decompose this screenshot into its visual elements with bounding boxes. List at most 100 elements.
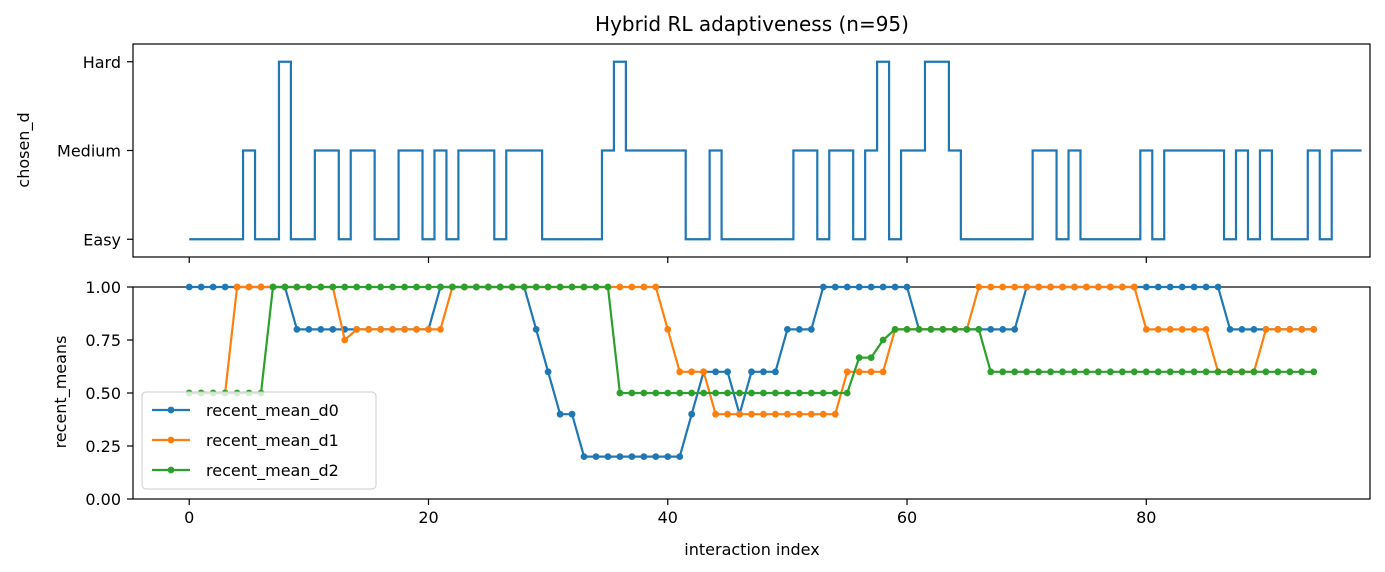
bottom-series-0-point	[221, 283, 229, 291]
bottom-series-2-point	[413, 283, 420, 291]
bottom-series-2-point	[783, 389, 791, 397]
bottom-series-2-point	[676, 389, 684, 397]
bottom-series-0-point	[831, 283, 839, 291]
legend-swatch-marker	[167, 436, 175, 444]
bottom-series-0-point	[1226, 326, 1234, 333]
bottom-series-0-point	[712, 368, 720, 376]
bottom-series-2-point	[329, 283, 337, 291]
bottom-xlabel: interaction index	[684, 540, 819, 559]
bottom-series-0-point	[987, 326, 995, 333]
bottom-series-1-point	[855, 368, 863, 376]
bottom-series-2-point	[688, 389, 696, 397]
bottom-series-2-point	[867, 354, 875, 361]
bottom-series-0-point	[568, 410, 576, 418]
bottom-series-1-point	[748, 410, 755, 418]
bottom-series-0-point	[1214, 283, 1222, 291]
bottom-series-2-point	[437, 283, 444, 291]
bottom-series-1-point	[760, 410, 767, 418]
bottom-series-2-point	[269, 283, 277, 291]
bottom-series-0-point	[891, 283, 899, 291]
bottom-series-1-point	[377, 326, 385, 333]
bottom-series-2-point	[460, 283, 468, 291]
bottom-series-1-point	[676, 368, 684, 376]
bottom-series-2-point	[819, 389, 827, 397]
bottom-series-2-point	[604, 283, 612, 291]
bottom-series-2-point	[736, 389, 743, 397]
bottom-ylabel: recent_means	[51, 336, 71, 449]
bottom-series-2-point	[712, 389, 720, 397]
bottom-series-1-point	[1202, 326, 1210, 333]
bottom-series-1-point	[1286, 326, 1294, 333]
bottom-series-1-point	[975, 283, 983, 291]
bottom-series-1-point	[1190, 326, 1198, 333]
bottom-series-2-point	[472, 283, 480, 291]
legend: recent_mean_d0 recent_mean_d1 recent_mean_…	[141, 391, 377, 490]
bottom-series-0-point	[1190, 283, 1198, 291]
legend-label: recent_mean_d2	[206, 461, 339, 481]
bottom-series-2-point	[1011, 368, 1019, 376]
top-y-tick-label: Hard	[83, 53, 121, 72]
bottom-series-2-point	[1214, 368, 1222, 376]
bottom-series-1-point	[1118, 283, 1126, 291]
bottom-series-2-point	[1274, 368, 1282, 376]
legend-swatch-marker	[167, 406, 175, 414]
top-series-line-0	[189, 60, 1362, 241]
bottom-series-1-point	[783, 410, 791, 418]
bottom-series-2-point	[1059, 368, 1066, 376]
bottom-series-2-point	[628, 389, 636, 397]
bottom-series-2-point	[484, 283, 492, 291]
bottom-series-2-point	[1166, 368, 1174, 376]
bottom-series-1-point	[353, 326, 361, 333]
bottom-series-2-point	[568, 283, 576, 291]
bottom-series-1-point	[245, 283, 253, 291]
bottom-series-2-point	[1142, 368, 1150, 376]
bottom-x-tick-label: 40	[658, 508, 678, 527]
bottom-series-1-point	[772, 410, 779, 418]
bottom-series-0-point	[604, 453, 612, 460]
bottom-series-1-point	[1023, 283, 1031, 291]
bottom-series-1-point	[999, 283, 1007, 291]
bottom-series-2-point	[365, 283, 373, 291]
bottom-series-2-point	[1118, 368, 1126, 376]
bottom-series-1-point	[688, 368, 696, 376]
top-y-tick-label: Medium	[57, 142, 121, 161]
bottom-series-2-point	[831, 389, 839, 397]
bottom-series-0-point	[532, 326, 540, 333]
bottom-series-2-point	[1310, 368, 1318, 376]
bottom-series-0-point	[1166, 283, 1174, 291]
bottom-series-2-point	[616, 389, 624, 397]
bottom-series-1-point	[1035, 283, 1043, 291]
bottom-series-2-point	[1023, 368, 1031, 376]
bottom-series-2-point	[1035, 368, 1043, 376]
bottom-x-tick-label: 80	[1136, 508, 1156, 527]
bottom-series-2-point	[353, 283, 361, 291]
bottom-series-0-point	[317, 326, 325, 333]
bottom-series-1-point	[1095, 283, 1102, 291]
bottom-series-1-point	[712, 410, 720, 418]
bottom-series-1-point	[843, 368, 851, 376]
bottom-series-2-point	[544, 283, 552, 291]
chart-title: Hybrid RL adaptiveness (n=95)	[595, 12, 909, 36]
bottom-series-1-point	[1262, 326, 1270, 333]
bottom-series-0-point	[748, 368, 755, 376]
bottom-series-1-point	[652, 283, 660, 291]
bottom-series-1-point	[628, 283, 636, 291]
bottom-series-2-point	[1154, 368, 1162, 376]
bottom-series-1-point	[831, 410, 839, 418]
bottom-series-1-point	[736, 410, 743, 418]
bottom-series-1-point	[257, 283, 265, 291]
bottom-series-1-point	[1083, 283, 1090, 291]
bottom-series-0-point	[676, 453, 684, 460]
bottom-series-2-point	[1047, 368, 1054, 376]
bottom-series-0-point	[209, 283, 217, 291]
bottom-series-1-point	[1166, 326, 1174, 333]
bottom-series-0-point	[783, 326, 791, 333]
bottom-series-2-point	[532, 283, 540, 291]
bottom-series-1-point	[807, 410, 815, 418]
bottom-series-1-point	[1310, 326, 1318, 333]
bottom-y-tick-label: 1.00	[85, 278, 121, 297]
bottom-series-0-point	[999, 326, 1007, 333]
legend-box	[141, 391, 377, 490]
bottom-series-2-point	[1238, 368, 1246, 376]
